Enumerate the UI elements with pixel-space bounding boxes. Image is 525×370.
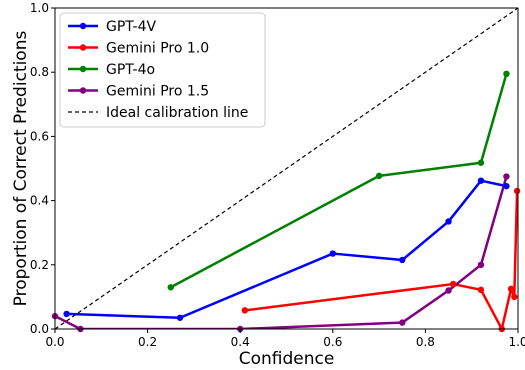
y-axis-ticks: 0.0 0.2 0.4 0.6 0.8 1.0 (30, 1, 55, 336)
legend-marker-gpt-4v (80, 23, 86, 29)
series-point-gemini-pro-1-5 (478, 262, 484, 268)
y-tick-label: 0.2 (30, 258, 49, 272)
x-tick-label: 0.6 (323, 335, 342, 349)
series-point-gemini-pro-1-0 (450, 281, 456, 287)
series-point-gpt-4v (330, 250, 336, 256)
series-point-gpt-4v (177, 315, 183, 321)
x-tick-label: 0.0 (45, 335, 64, 349)
legend-label-ideal-calibration-line: Ideal calibration line (106, 105, 248, 121)
y-tick-label: 0.0 (30, 322, 49, 336)
x-tick-label: 0.2 (138, 335, 157, 349)
series-point-gpt-4o (478, 160, 484, 166)
legend-marker-gemini-pro-1-5 (80, 87, 86, 93)
x-axis-title: Confidence (239, 349, 335, 369)
y-tick-label: 0.8 (30, 65, 49, 79)
legend-label-gpt-4o: GPT-4o (106, 62, 155, 78)
legend: GPT-4V Gemini Pro 1.0 GPT-4o Gemini Pro 1.5… (60, 13, 265, 127)
series-point-gemini-pro-1-0 (514, 188, 520, 194)
legend-label-gemini-pro-1-0: Gemini Pro 1.0 (106, 41, 209, 57)
series-point-gpt-4o (168, 284, 174, 290)
x-tick-label: 0.4 (231, 335, 250, 349)
series-point-gpt-4v (399, 257, 405, 263)
series-point-gemini-pro-1-0 (511, 294, 517, 300)
series-point-gpt-4v (63, 311, 69, 317)
series-point-gemini-pro-1-5 (399, 319, 405, 325)
series-point-gemini-pro-1-0 (242, 307, 248, 313)
x-tick-label: 1.0 (508, 335, 525, 349)
legend-marker-gpt-4o (80, 66, 86, 72)
series-point-gemini-pro-1-0 (478, 287, 484, 293)
y-tick-label: 0.6 (30, 129, 49, 143)
x-tick-label: 0.8 (416, 335, 435, 349)
series-point-gpt-4v (445, 218, 451, 224)
legend-label-gemini-pro-1-5: Gemini Pro 1.5 (106, 84, 209, 100)
series-line-gemini-pro-1-0 (245, 191, 517, 329)
series-point-gemini-pro-1-0 (508, 286, 514, 292)
legend-label-gpt-4v: GPT-4V (106, 19, 157, 35)
legend-marker-gemini-pro-1-0 (80, 44, 86, 50)
y-axis-title: Proportion of Correct Predictions (11, 31, 31, 307)
series-point-gpt-4o (503, 71, 509, 77)
y-tick-label: 1.0 (30, 1, 49, 15)
series-point-gemini-pro-1-5 (445, 287, 451, 293)
y-tick-label: 0.4 (30, 194, 49, 208)
series-point-gpt-4o (376, 173, 382, 179)
series-point-gemini-pro-1-5 (503, 173, 509, 179)
series-point-gpt-4v (478, 177, 484, 183)
series-point-gpt-4v (503, 183, 509, 189)
x-axis-ticks: 0.0 0.2 0.4 0.6 0.8 1.0 (45, 329, 525, 349)
